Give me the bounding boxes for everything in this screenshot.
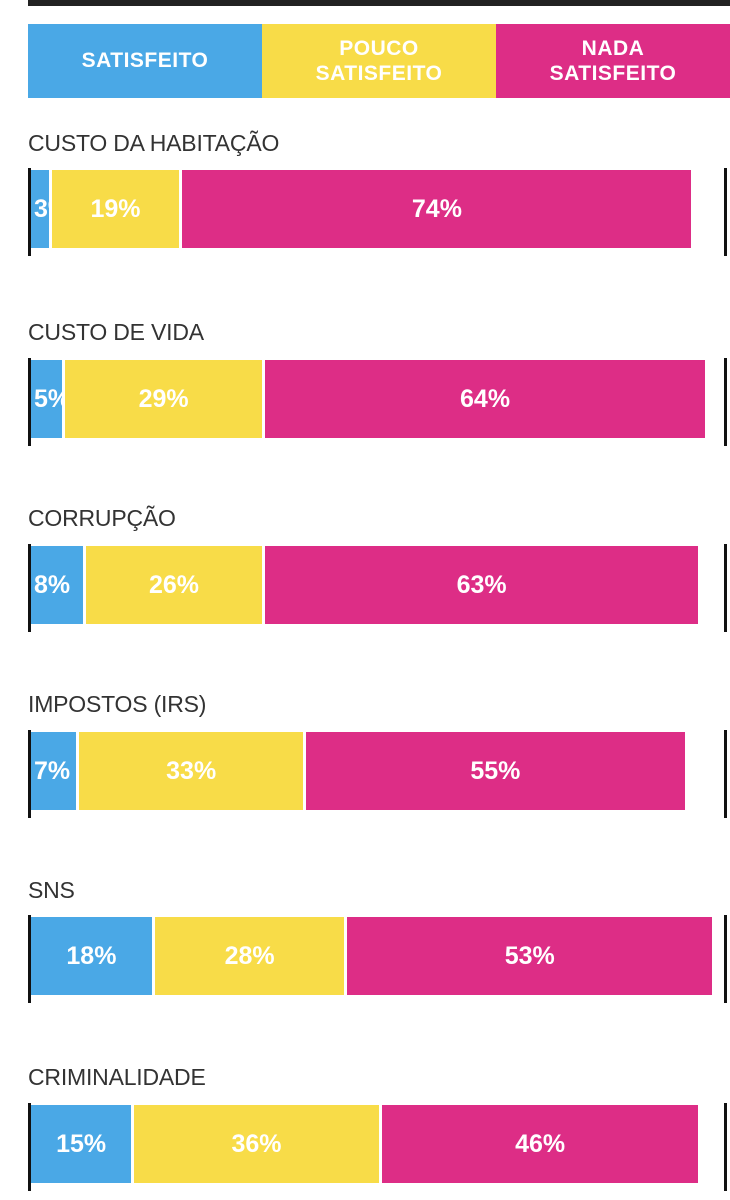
bar-segment: 7% bbox=[31, 732, 77, 810]
category-label: SNS bbox=[28, 877, 75, 903]
legend-item-pouco-satisfeito: POUCO SATISFEITO bbox=[262, 24, 496, 98]
axis-tick bbox=[28, 358, 31, 446]
category-label: CRIMINALIDADE bbox=[28, 1064, 206, 1090]
bar-segment: 28% bbox=[154, 917, 345, 995]
data-label: 64% bbox=[460, 384, 511, 413]
data-label: 5% bbox=[34, 384, 71, 413]
data-label: 36% bbox=[231, 1129, 282, 1158]
bar-segment: 46% bbox=[381, 1105, 699, 1183]
data-label: 18% bbox=[66, 941, 117, 970]
bar-segment: 15% bbox=[31, 1105, 132, 1183]
axis-tick bbox=[28, 544, 31, 632]
axis-tick bbox=[28, 168, 31, 256]
bar-segment: 18% bbox=[31, 917, 152, 995]
axis-tick bbox=[724, 1103, 727, 1191]
axis-tick bbox=[724, 730, 727, 818]
data-label: 53% bbox=[504, 941, 555, 970]
axis-tick bbox=[28, 1103, 31, 1191]
bar-segment: 5% bbox=[31, 360, 70, 438]
axis-tick bbox=[724, 358, 727, 446]
data-label: 28% bbox=[224, 941, 275, 970]
bar-segment: 26% bbox=[86, 546, 262, 624]
legend-item-satisfeito: SATISFEITO bbox=[28, 24, 262, 98]
data-label: 74% bbox=[411, 194, 462, 223]
category-label: CUSTO DE VIDA bbox=[28, 319, 204, 345]
bar-segment: 74% bbox=[182, 170, 692, 248]
data-label: 46% bbox=[515, 1129, 566, 1158]
category-label: IMPOSTOS (IRS) bbox=[28, 691, 207, 717]
bar-segment: 53% bbox=[347, 917, 713, 995]
category-label: CORRUPÇÃO bbox=[28, 505, 176, 531]
bar-segment: 8% bbox=[31, 546, 84, 624]
bar-segment: 33% bbox=[79, 732, 304, 810]
data-label: 33% bbox=[166, 756, 217, 785]
top-rule bbox=[28, 0, 730, 6]
data-label: 55% bbox=[470, 756, 521, 785]
axis-tick bbox=[724, 915, 727, 1003]
bar-segment: 64% bbox=[264, 360, 706, 438]
axis-tick bbox=[724, 168, 727, 256]
data-label: 15% bbox=[56, 1129, 107, 1158]
bar-segment: 19% bbox=[51, 170, 180, 248]
bar-segment: 63% bbox=[264, 546, 699, 624]
axis-tick bbox=[724, 544, 727, 632]
bar-segment: 3% bbox=[31, 170, 70, 248]
data-label: 29% bbox=[138, 384, 189, 413]
category-label: CUSTO DA HABITAÇÃO bbox=[28, 130, 280, 156]
data-label: 26% bbox=[148, 570, 199, 599]
data-label: 63% bbox=[456, 570, 507, 599]
legend: SATISFEITO POUCO SATISFEITO NADA SATISFE… bbox=[28, 24, 730, 98]
axis-tick bbox=[28, 730, 31, 818]
axis-tick bbox=[28, 915, 31, 1003]
legend-item-nada-satisfeito: NADA SATISFEITO bbox=[496, 24, 730, 98]
data-label: 7% bbox=[34, 756, 71, 785]
bar-segment: 36% bbox=[134, 1105, 379, 1183]
bar-segment: 29% bbox=[65, 360, 262, 438]
data-label: 8% bbox=[34, 570, 71, 599]
data-label: 19% bbox=[90, 194, 141, 223]
bar-segment: 55% bbox=[306, 732, 685, 810]
